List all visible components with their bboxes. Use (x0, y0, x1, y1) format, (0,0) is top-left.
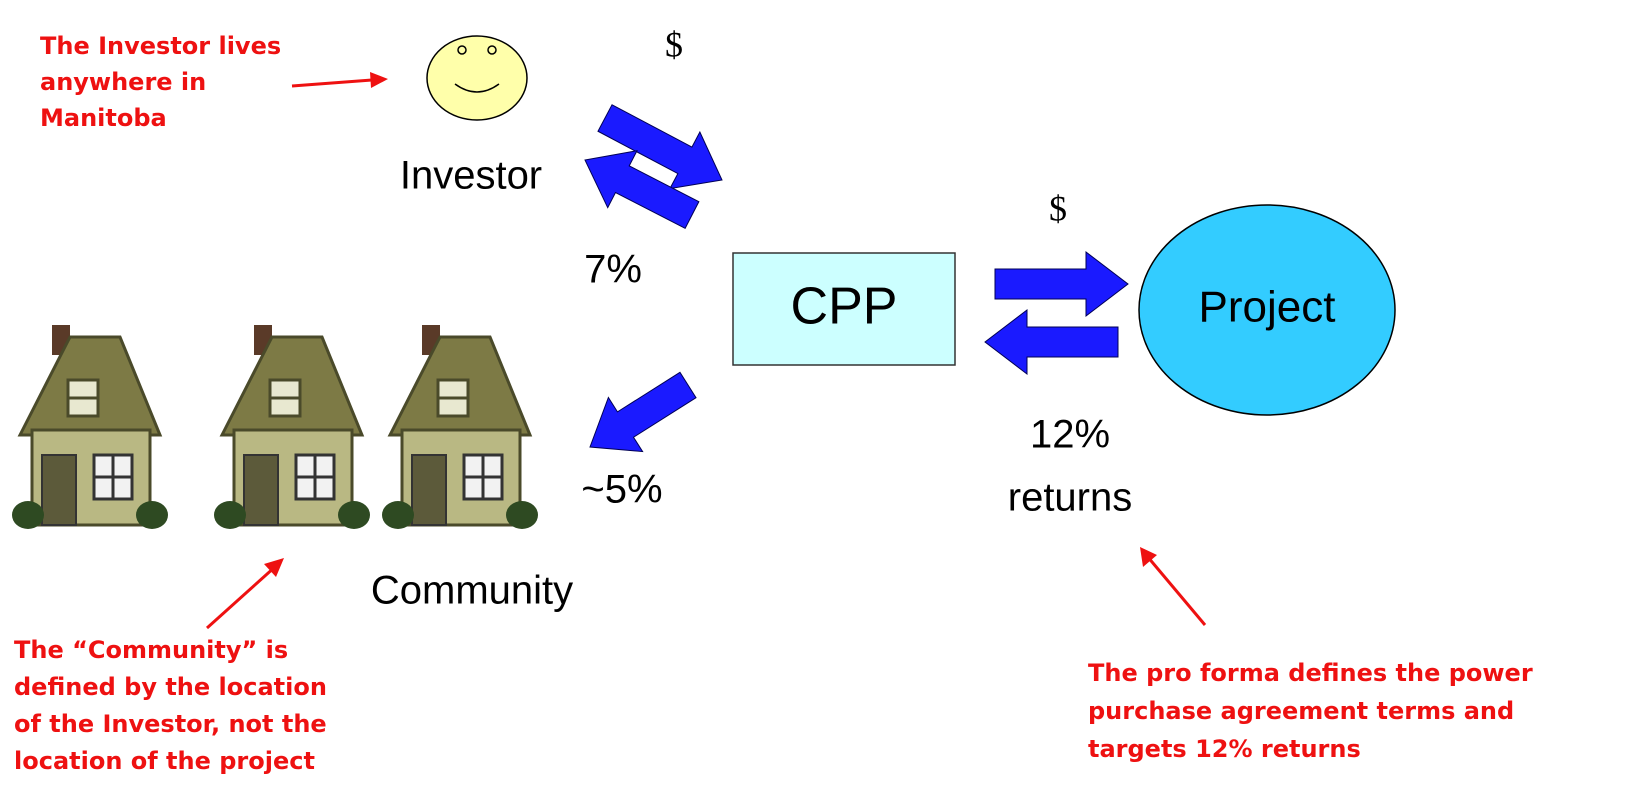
diagram: The Investor lives anywhere in Manitoba … (0, 0, 1627, 788)
annotation-line: anywhere in (40, 68, 206, 96)
flow-arrow (590, 372, 696, 451)
annotation-line: The Investor lives (40, 32, 281, 60)
node-label: Community (371, 569, 573, 613)
pointer-line (292, 80, 372, 86)
annotation-line: location of the project (14, 747, 315, 775)
annotation-line: The pro forma defines the power (1088, 659, 1533, 687)
annotation-line: Manitoba (40, 104, 167, 132)
annotation-project: The pro forma defines the power purchase… (1088, 659, 1533, 763)
node-label: CPP (791, 278, 898, 336)
flow-label: 7% (584, 248, 642, 292)
pointer-head (370, 72, 388, 88)
annotation-line: purchase agreement terms and (1088, 697, 1514, 725)
node-label: Project (1199, 283, 1336, 332)
flow-label: ~5% (581, 468, 662, 512)
flow-arrow (985, 310, 1118, 374)
houses (12, 325, 538, 529)
annotation-line: defined by the location (14, 673, 327, 701)
annotation-line: of the Investor, not the (14, 710, 327, 738)
flow-label: 12% (1030, 413, 1110, 457)
annotation-investor: The Investor lives anywhere in Manitoba (40, 32, 281, 132)
flow-arrow (995, 252, 1128, 316)
pointer-line (207, 566, 276, 628)
annotation-community: The “Community” is defined by the locati… (14, 636, 327, 775)
pointer-line (1147, 556, 1205, 625)
annotation-line: targets 12% returns (1088, 735, 1361, 763)
flow-label: $ (665, 24, 683, 64)
flow-label: $ (1049, 188, 1067, 228)
investor-face (427, 36, 527, 120)
flow-label: returns (1008, 476, 1133, 520)
node-label: Investor (400, 154, 542, 198)
annotation-line: The “Community” is (14, 636, 288, 664)
